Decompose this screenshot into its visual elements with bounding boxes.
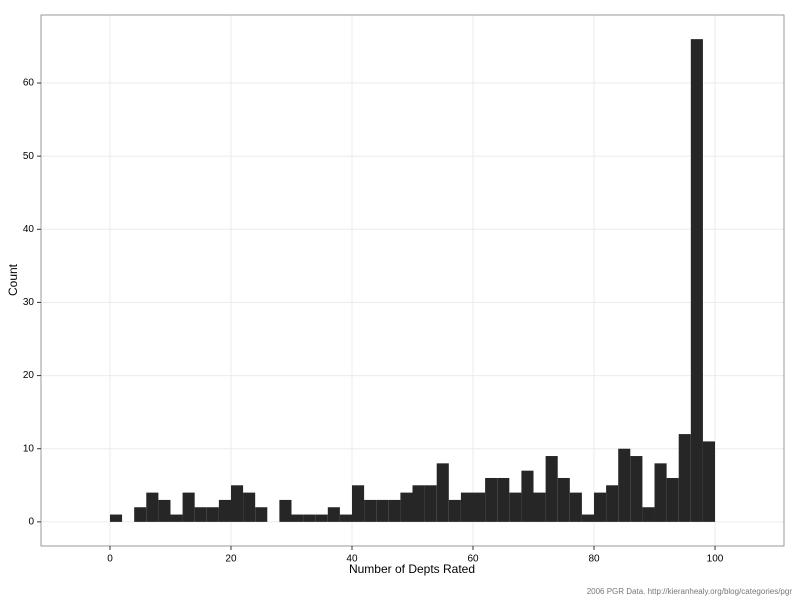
bar	[557, 477, 570, 522]
bar	[255, 507, 268, 522]
bar	[606, 485, 619, 522]
x-tick-label: 40	[346, 554, 358, 565]
bar	[533, 492, 546, 522]
bar	[376, 499, 389, 522]
bars	[109, 39, 716, 522]
caption: 2006 PGR Data. http://kieranhealy.org/bl…	[587, 587, 793, 596]
bar	[327, 507, 340, 522]
x-tick-label: 80	[588, 554, 600, 565]
bar	[182, 492, 195, 522]
x-tick-label: 20	[225, 554, 237, 565]
bar	[497, 477, 510, 522]
x-tick-label: 60	[467, 554, 479, 565]
bar	[473, 492, 486, 522]
bar	[206, 507, 219, 522]
bar	[630, 456, 643, 522]
y-tick-label: 20	[23, 370, 35, 381]
bar	[364, 499, 377, 522]
bar	[351, 485, 365, 522]
bar	[678, 434, 691, 522]
bar	[194, 507, 207, 522]
bar	[448, 499, 461, 522]
bar	[521, 470, 534, 522]
bar	[339, 514, 352, 522]
y-axis-title: Count	[6, 263, 20, 296]
bar	[109, 514, 123, 522]
bar	[594, 492, 607, 522]
y-tick-label: 40	[23, 224, 35, 235]
y-tick-label: 50	[23, 151, 35, 162]
bar	[569, 492, 582, 522]
bar	[388, 499, 401, 522]
bar	[424, 485, 437, 522]
x-tick-label: 100	[707, 554, 724, 565]
x-tick-label: 0	[107, 554, 113, 565]
bar	[690, 39, 703, 522]
bar	[618, 448, 631, 522]
y-tick-label: 30	[23, 297, 35, 308]
y-tick-label: 60	[23, 78, 35, 89]
bar	[509, 492, 522, 522]
bar	[400, 492, 413, 522]
bar	[581, 514, 595, 522]
bar	[642, 507, 655, 522]
y-tick-label: 10	[23, 443, 35, 454]
bar	[666, 477, 679, 522]
bar	[146, 492, 159, 522]
bar	[436, 463, 449, 522]
bar	[315, 514, 328, 522]
bar	[545, 456, 558, 522]
bar	[158, 499, 171, 522]
bar	[291, 514, 304, 522]
bar	[412, 485, 425, 522]
bar	[230, 485, 244, 522]
bar	[170, 514, 183, 522]
bar	[303, 514, 316, 522]
bar	[654, 463, 667, 522]
bar	[702, 441, 716, 522]
panel-background	[41, 15, 784, 546]
x-axis-title: Number of Depts Rated	[349, 562, 475, 576]
y-tick-label: 0	[28, 517, 34, 528]
bar	[485, 477, 498, 522]
bar	[460, 492, 474, 522]
bar	[279, 499, 292, 522]
bar	[218, 499, 231, 522]
bar	[134, 507, 147, 522]
grid	[41, 15, 784, 546]
panel-border	[40, 14, 785, 547]
bar	[243, 492, 256, 522]
